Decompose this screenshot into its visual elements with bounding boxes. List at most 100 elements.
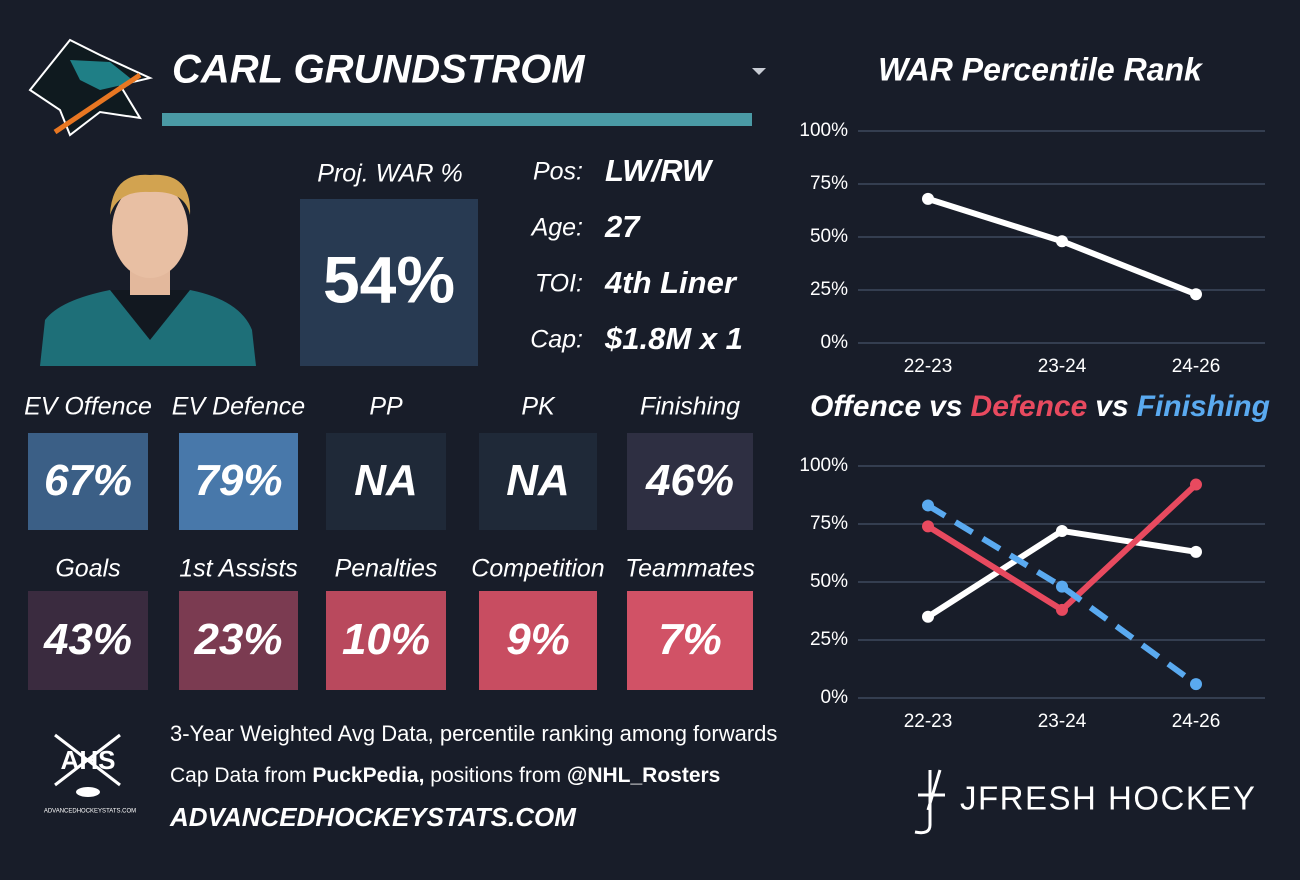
point [1056, 524, 1068, 537]
player-photo [40, 174, 256, 366]
tile-label: Teammates [625, 555, 755, 583]
tile-value: 7% [658, 615, 722, 664]
brand-icon [914, 769, 945, 835]
name-underline [162, 113, 752, 126]
legend-entry: Offence [810, 390, 921, 423]
tile [179, 591, 298, 690]
y-tick-label: 25% [810, 279, 848, 300]
tile [179, 433, 298, 530]
y-tick-label: 50% [810, 226, 848, 247]
footer-link[interactable]: PuckPedia, [312, 764, 424, 787]
footer-text: Cap Data from [170, 764, 312, 787]
tile-label: PP [369, 393, 403, 421]
footer-link[interactable]: @NHL_Rosters [567, 764, 721, 787]
point [922, 499, 934, 512]
tile-value: NA [354, 456, 418, 505]
ahs-logo-sub: ADVANCEDHOCKEYSTATS.COM [44, 809, 136, 815]
tile-value: 43% [43, 615, 132, 664]
team-logo [28, 38, 154, 137]
proj-box [300, 199, 478, 366]
x-tick-label: 22-23 [904, 356, 953, 377]
point [1056, 580, 1068, 593]
tile [326, 591, 446, 690]
info-label: Age: [530, 214, 583, 242]
y-tick-label: 0% [821, 687, 849, 708]
info-value: LW/RW [605, 153, 714, 188]
info-label: Pos: [533, 158, 583, 186]
tile-label: EV Defence [172, 393, 305, 421]
tile-label: Penalties [335, 555, 438, 583]
tile-label: EV Offence [24, 393, 152, 421]
tile [479, 591, 597, 690]
tile [28, 433, 148, 530]
tile [28, 591, 148, 690]
y-tick-label: 100% [799, 120, 848, 141]
point [922, 610, 934, 623]
chart: 0% 25% 50% 75% 100% 22-23 23-24 24-26 [799, 120, 1265, 377]
point [1190, 288, 1202, 301]
tile [627, 591, 753, 690]
tile-value: 67% [44, 456, 132, 505]
proj-value: 54% [323, 242, 455, 316]
tile [326, 433, 446, 530]
point [1190, 678, 1202, 691]
chart: 0% 25% 50% 75% 100% 22-23 23-24 24-26 [799, 455, 1265, 732]
tile-value: NA [506, 456, 570, 505]
x-tick-label: 23-24 [1038, 356, 1087, 377]
y-tick-label: 75% [810, 173, 848, 194]
tile-value: 79% [194, 456, 282, 505]
x-tick-label: 24-26 [1172, 711, 1221, 732]
tile-label: 1st Assists [179, 555, 298, 583]
x-tick-label: 24-26 [1172, 356, 1221, 377]
chart-title: Offence vs Defence vs Finishing [810, 390, 1270, 423]
title-joiner: vs [1095, 390, 1128, 423]
point [922, 520, 934, 533]
info-value: 27 [604, 209, 641, 244]
player-name: CARL GRUNDSTROM [172, 48, 586, 92]
x-tick-label: 22-23 [904, 711, 953, 732]
y-tick-label: 25% [810, 629, 848, 650]
ahs-logo: AHS ADVANCEDHOCKEYSTATS.COM [44, 733, 136, 815]
dropdown-arrow[interactable] [752, 68, 766, 75]
tile [479, 433, 597, 530]
info: Pos: LW/RW Age: 27 TOI: 4th Liner Cap: $1.8M x … [530, 153, 743, 356]
tile-label: PK [521, 393, 556, 421]
proj-label: Proj. WAR % [317, 160, 462, 188]
tile-label: Goals [55, 555, 120, 583]
footer-line1: 3-Year Weighted Avg Data, percentile ran… [170, 721, 777, 746]
info-value: $1.8M x 1 [604, 321, 743, 356]
title-joiner: vs [929, 390, 962, 423]
footer-text: positions from [424, 764, 566, 787]
point [922, 192, 934, 205]
y-tick-label: 50% [810, 571, 848, 592]
tiles: EV Offence 67% EV Defence 79% PP NA PK NA Finish… [24, 393, 755, 690]
chart-title: WAR Percentile Rank [878, 51, 1204, 87]
tile-value: 10% [342, 615, 430, 664]
info-label: Cap: [530, 326, 583, 354]
tile-value: 46% [645, 456, 734, 505]
legend-entry: Finishing [1137, 390, 1270, 423]
info-value: 4th Liner [604, 265, 738, 300]
footer-line2: Cap Data from PuckPedia, positions from … [170, 764, 720, 787]
brand: JFRESH HOCKEY [960, 780, 1256, 817]
x-tick-label: 23-24 [1038, 711, 1087, 732]
tile-value: 23% [193, 615, 282, 664]
y-tick-label: 75% [810, 513, 848, 534]
info-label: TOI: [535, 270, 583, 298]
point [1190, 478, 1202, 491]
tile-value: 9% [506, 615, 570, 664]
ahs-logo-text: AHS [61, 745, 116, 775]
y-tick-label: 0% [821, 332, 849, 353]
point [1056, 603, 1068, 616]
tile-label: Finishing [640, 393, 740, 421]
legend-entry: Defence [971, 390, 1088, 423]
tile-label: Competition [471, 555, 604, 583]
y-tick-label: 100% [799, 455, 848, 476]
tile [627, 433, 753, 530]
series-line [926, 502, 1198, 687]
footer-site[interactable]: ADVANCEDHOCKEYSTATS.COM [169, 802, 577, 832]
point [1056, 235, 1068, 248]
point [1190, 545, 1202, 558]
